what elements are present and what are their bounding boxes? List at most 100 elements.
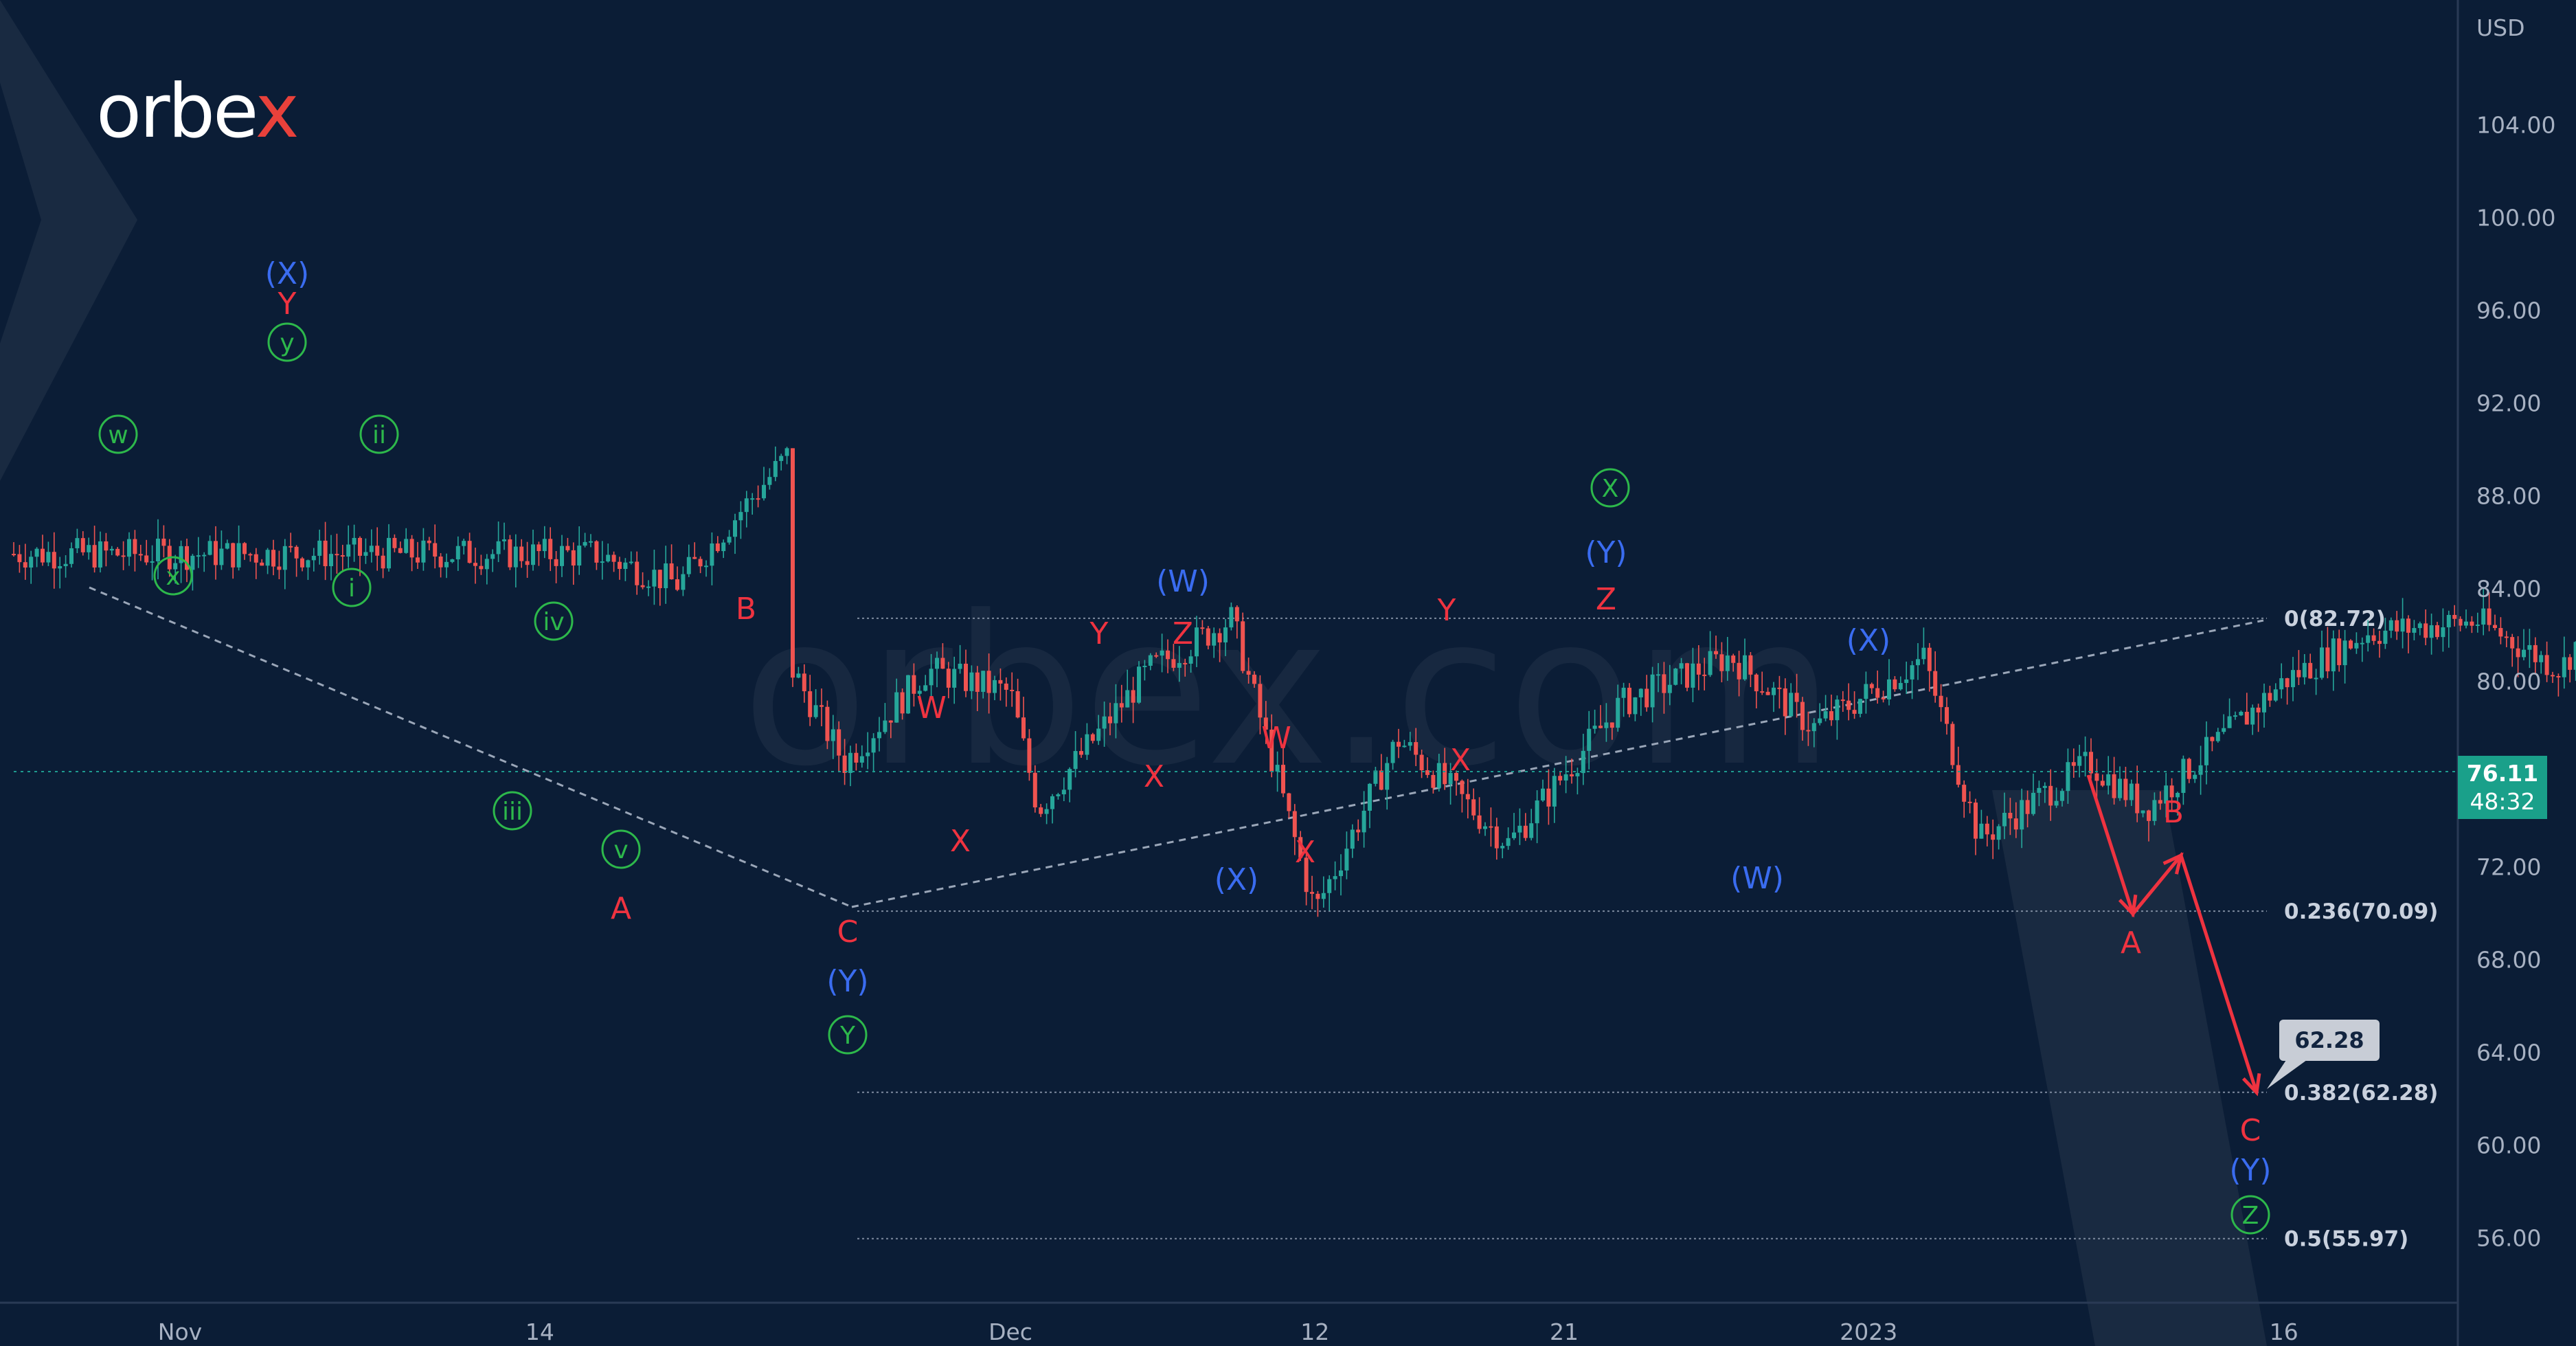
candle-body	[629, 561, 633, 563]
candle-body	[1021, 717, 1026, 739]
candle-body	[1967, 801, 1972, 803]
candle-body	[1748, 655, 1753, 675]
y-tick-label: 60.00	[2476, 1132, 2541, 1159]
candle-body	[675, 579, 679, 590]
candle-body	[479, 565, 484, 570]
wave-label-ii: ii	[372, 421, 386, 449]
candle-body	[738, 512, 743, 521]
candle-body	[2169, 785, 2174, 798]
candle-body	[710, 543, 714, 566]
candle-body	[1258, 684, 1263, 718]
candle-body	[773, 460, 778, 478]
wave-label-C: C	[2240, 1113, 2261, 1148]
x-tick-label: Dec	[988, 1319, 1032, 1345]
candle-body	[2481, 608, 2486, 625]
candle-body	[2060, 791, 2064, 801]
candle-body	[796, 673, 801, 678]
candle-body	[2296, 670, 2301, 677]
candle-body	[46, 552, 51, 563]
candle-body	[462, 541, 466, 546]
y-tick-label: 92.00	[2476, 390, 2541, 417]
candle-body	[594, 541, 599, 563]
candle-body	[1125, 690, 1130, 708]
candle-body	[1829, 711, 1833, 721]
candle-body	[606, 554, 611, 562]
candle-body	[265, 550, 270, 566]
candle-body	[1846, 700, 1851, 710]
candle-body	[1714, 651, 1718, 655]
fib-label: 0(82.72)	[2284, 607, 2386, 631]
candle-body	[1563, 774, 1568, 781]
candle-body	[427, 540, 431, 543]
candle-body	[1592, 726, 1597, 729]
wave-label-Y: Y	[839, 1022, 856, 1050]
candle-body	[906, 675, 910, 714]
candle-body	[560, 546, 564, 566]
candle-body	[2493, 625, 2497, 629]
candle-body	[1102, 716, 1107, 729]
wave-label-Z: Z	[1173, 616, 1193, 651]
candle-body	[1471, 799, 1476, 816]
candle-body	[1241, 621, 1245, 671]
time-axis[interactable]: Nov14Dec1221202316Feb13Mar13	[0, 1301, 2576, 1345]
candle-body	[1840, 699, 1845, 702]
wave-label-(Y): (Y)	[2229, 1153, 2271, 1188]
candle-body	[104, 541, 109, 551]
candle-body	[940, 658, 945, 669]
candle-body	[2429, 625, 2434, 638]
candle-body	[1858, 699, 1862, 714]
candle-body	[109, 548, 114, 551]
candle-body	[1650, 674, 1655, 708]
candle-body	[2533, 644, 2538, 662]
candle-body	[848, 752, 852, 773]
candle-body	[986, 671, 991, 693]
candle-body	[80, 538, 85, 552]
candle-body	[1027, 738, 1032, 773]
candle-body	[34, 548, 39, 557]
candle-body	[161, 538, 166, 546]
candle-body	[2573, 642, 2576, 670]
candle-body	[1719, 654, 1724, 671]
candle-body	[2031, 792, 2035, 814]
candle-body	[820, 705, 824, 707]
candle-body	[444, 561, 449, 568]
wave-labels: (X)YywxiiiiviiivABC(Y)YWXYXZ(W)(X)WXYXZ(…	[98, 256, 2272, 1235]
candle-body	[381, 555, 385, 569]
candle-body	[1558, 776, 1563, 781]
candle-body	[231, 543, 236, 568]
candle-body	[2020, 800, 2024, 830]
candle-body	[1281, 765, 1285, 794]
candle-body	[744, 498, 749, 513]
candle-body	[2464, 621, 2468, 626]
candle-body	[2522, 649, 2526, 658]
candle-body	[1523, 825, 1528, 838]
y-tick-label: 96.00	[2476, 298, 2541, 324]
candle-body	[750, 498, 755, 500]
price-axis[interactable]: USD 104.00 100.00 96.00 92.00 88.00 84.00 80.0…	[2456, 0, 2555, 1346]
candle-body	[1916, 659, 1920, 666]
candle-body	[998, 680, 1003, 684]
candle-body	[888, 720, 893, 723]
candle-body	[1032, 772, 1037, 808]
wave-label-X: X	[1144, 759, 1164, 794]
projection-arrowhead	[2118, 894, 2138, 918]
candle-body	[1725, 655, 1730, 671]
candle-body	[1131, 690, 1136, 703]
candle-body	[519, 546, 524, 561]
candle-body	[2002, 813, 2007, 827]
candle-body	[306, 560, 310, 568]
candle-body	[1875, 688, 1880, 698]
candle-body	[2279, 678, 2284, 690]
candle-body	[1287, 793, 1291, 811]
candle-body	[2135, 783, 2140, 814]
wave-label-w: w	[108, 421, 128, 449]
candle-body	[1229, 607, 1234, 628]
candle-body	[248, 554, 253, 556]
candle-body	[1362, 810, 1366, 833]
candle-body	[2048, 785, 2053, 806]
candle-body	[1096, 728, 1101, 741]
target-value: 62.28	[2294, 1027, 2364, 1053]
candle-body	[150, 561, 155, 563]
candle-body	[779, 456, 784, 461]
